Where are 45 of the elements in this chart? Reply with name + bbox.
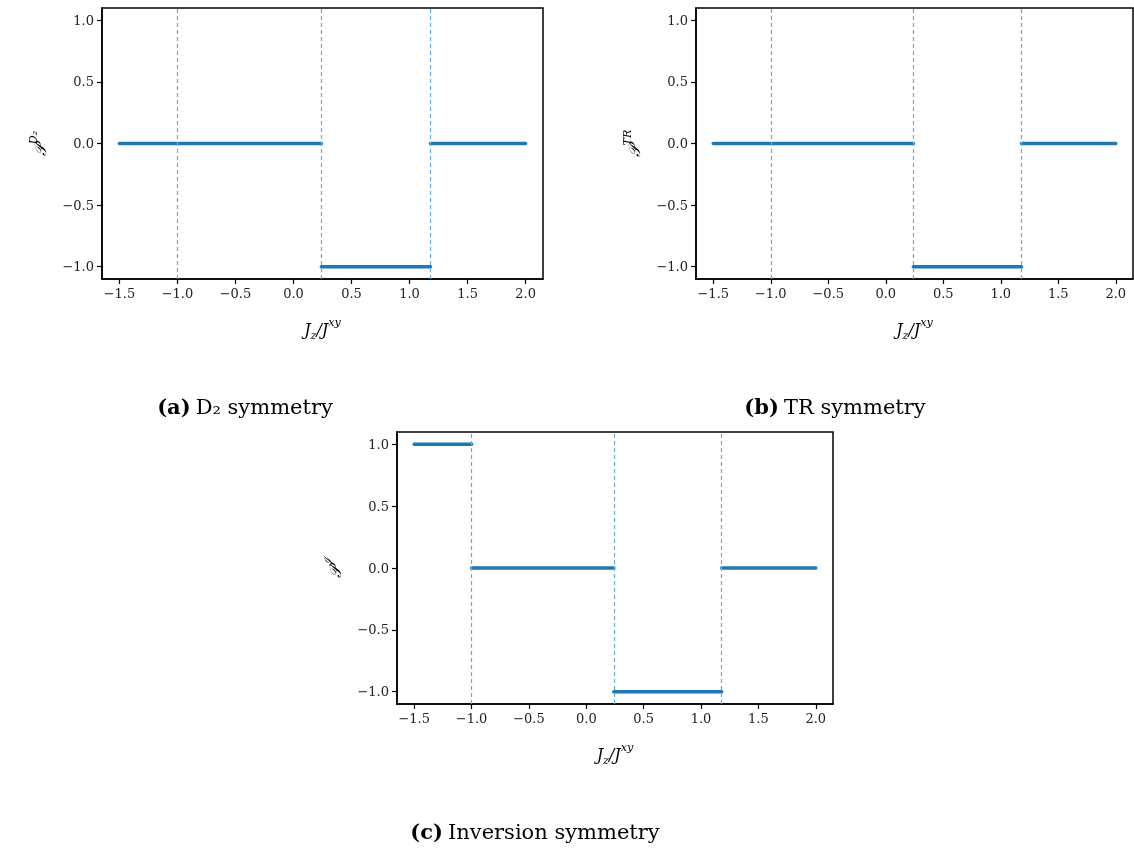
x-tick-label: −1.5 [398, 711, 430, 726]
y-tick-label: −0.5 [656, 197, 688, 213]
y-axis-title: 𝒫D₂ [27, 130, 50, 157]
y-tick-label: −1.0 [62, 259, 94, 275]
x-tick-label: −1.0 [455, 711, 488, 726]
y-tick-label: 1.0 [368, 436, 389, 452]
x-tick-label: 2.0 [805, 711, 827, 726]
y-tick-label: −1.0 [357, 684, 389, 700]
x-tick-label: −1.5 [103, 286, 136, 301]
x-tick-label: 1.0 [990, 286, 1012, 301]
x-tick-label: 1.5 [1047, 286, 1069, 301]
x-tick-label: 0.0 [875, 286, 897, 301]
x-tick-label: −0.5 [219, 286, 252, 301]
x-tick-label: 1.0 [399, 286, 420, 301]
x-tick-label: −0.5 [812, 286, 845, 301]
text: (c) Inversion symmetry [410, 819, 660, 844]
y-axis-title: 𝒫TR [621, 128, 644, 158]
x-tick-label: 2.0 [1105, 286, 1127, 301]
y-tick-label: 0.5 [667, 74, 688, 90]
y-tick-label: 0.0 [667, 136, 688, 151]
x-tick-label: −1.5 [697, 286, 730, 301]
x-tick-label: −0.5 [513, 711, 545, 726]
x-tick-label: −1.0 [754, 286, 787, 301]
x-tick-label: 0.5 [633, 711, 655, 726]
y-tick-label: 0.0 [73, 136, 94, 151]
text: (b) TR symmetry [744, 394, 926, 419]
y-tick-label: −0.5 [62, 197, 94, 213]
y-tick-label: 0.5 [73, 74, 94, 90]
text: (a) D₂ symmetry [157, 394, 333, 419]
x-tick-label: 1.5 [457, 286, 478, 301]
x-tick-label: 2.0 [515, 286, 536, 301]
y-tick-label: 0.0 [368, 560, 389, 576]
y-tick-label: −1.0 [656, 259, 688, 275]
y-axis-title: 𝒫ℐ [322, 555, 345, 578]
x-tick-label: 0.5 [341, 286, 362, 301]
x-tick-label: 0.5 [932, 286, 954, 301]
y-tick-label: 1.0 [73, 12, 94, 28]
x-tick-label: 1.0 [690, 711, 712, 726]
x-tick-label: 0.0 [575, 711, 597, 726]
y-tick-label: 1.0 [667, 12, 688, 28]
y-tick-label: 0.5 [368, 498, 389, 514]
x-tick-label: 1.5 [748, 711, 769, 726]
y-tick-label: −0.5 [357, 622, 389, 638]
x-tick-label: 0.0 [283, 286, 304, 301]
x-tick-label: −1.0 [161, 286, 194, 301]
